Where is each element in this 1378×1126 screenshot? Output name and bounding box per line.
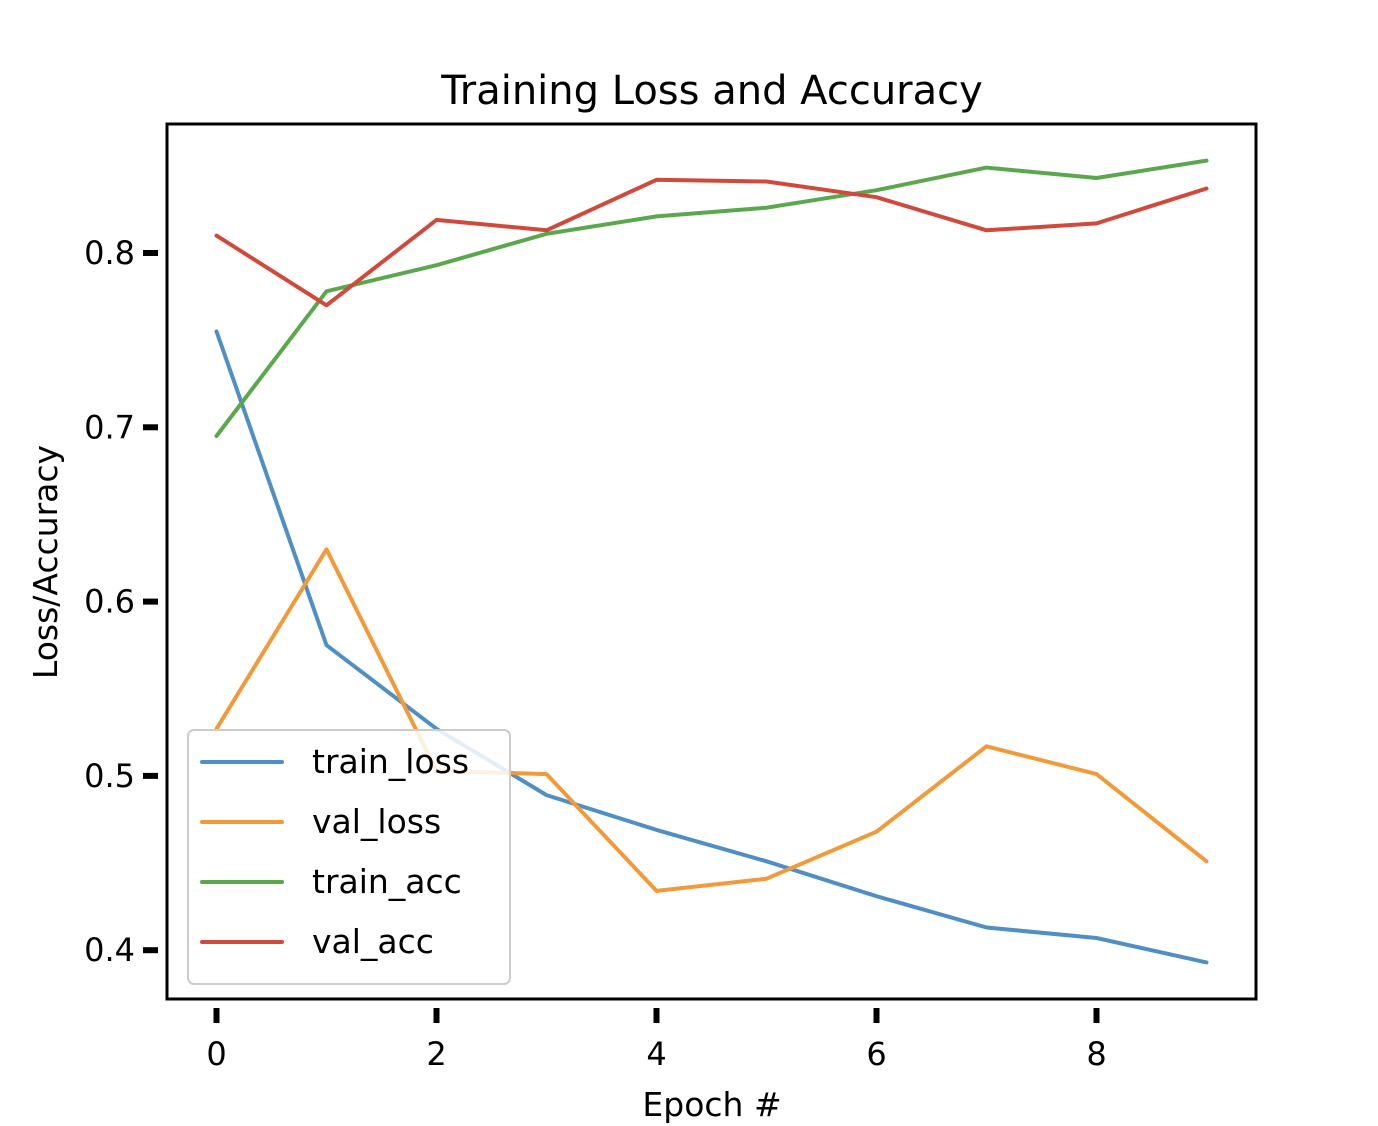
- x-tick-label: 2: [426, 1035, 446, 1073]
- y-axis-ticks: 0.4 0.5 0.6 0.7 0.8: [84, 234, 158, 969]
- plot-lines: [214, 158, 1209, 965]
- legend-label-train_acc: train_acc: [312, 862, 462, 901]
- y-tick-label: 0.5: [84, 757, 135, 795]
- y-axis-label: Loss/Accuracy: [26, 445, 65, 679]
- chart-title: Training Loss and Accuracy: [440, 68, 983, 114]
- y-tick-label: 0.6: [84, 583, 135, 621]
- legend-label-train_loss: train_loss: [312, 742, 469, 781]
- x-tick-label: 6: [866, 1035, 886, 1073]
- legend: train_loss val_loss train_acc val_acc: [187, 729, 511, 985]
- legend-label-val_loss: val_loss: [312, 802, 441, 841]
- y-tick-label: 0.7: [84, 408, 135, 446]
- plot-frame: [165, 122, 1258, 1001]
- series-line-val_acc: [214, 177, 1209, 308]
- legend-label-val_acc: val_acc: [312, 922, 434, 961]
- series-line-train_acc: [214, 158, 1209, 438]
- series-line-val_loss: [214, 547, 1209, 893]
- x-tick-label: 0: [206, 1035, 226, 1073]
- y-tick-label: 0.8: [84, 234, 135, 272]
- legend-box: [187, 729, 511, 985]
- x-axis-label: Epoch #: [642, 1085, 781, 1124]
- x-axis-ticks: 0 2 4 6 8: [206, 1008, 1107, 1073]
- series-line-train_loss: [214, 329, 1209, 965]
- y-tick-label: 0.4: [84, 931, 135, 969]
- x-tick-label: 4: [646, 1035, 666, 1073]
- x-tick-label: 8: [1086, 1035, 1106, 1073]
